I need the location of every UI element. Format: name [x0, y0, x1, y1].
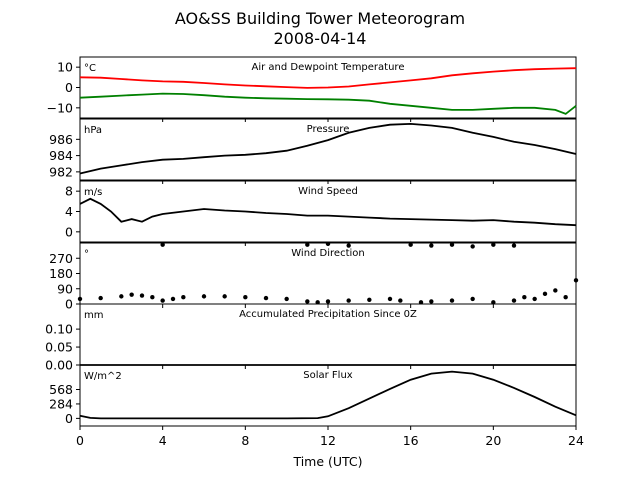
data-point [553, 288, 558, 293]
data-point [77, 296, 83, 302]
x-tick-label: 8 [241, 433, 249, 448]
x-tick-label: 4 [159, 433, 167, 448]
data-point [491, 242, 496, 247]
y-tick-label: 4 [65, 204, 73, 219]
data-point [150, 295, 155, 300]
data-point [263, 295, 269, 301]
panel-title: Pressure [307, 124, 350, 135]
panel-0: 10 0 −10 °C Air and Dewpoint Temperature [47, 56, 577, 122]
y-tick-label: 10 [57, 60, 73, 75]
y-tick-label: 0 [65, 80, 73, 95]
panel-title: Wind Speed [298, 186, 358, 197]
x-tick-label: 12 [320, 433, 336, 448]
series-line-0 [79, 197, 577, 227]
data-point [511, 243, 517, 248]
panel-unit: hPa [84, 125, 102, 136]
data-point [160, 242, 165, 247]
data-point [408, 242, 413, 247]
series-line-0 [79, 370, 577, 420]
data-point [429, 299, 434, 304]
panel-2: 8 4 0 m/s Wind Speed [65, 180, 577, 246]
data-point [98, 295, 103, 301]
y-tick-label: 0.00 [45, 358, 73, 373]
data-point [315, 300, 320, 305]
panel-unit: ° [84, 249, 89, 260]
panel-title: Accumulated Precipitation Since 0Z [239, 309, 417, 320]
y-tick-label: 982 [49, 164, 73, 179]
y-tick-label: 0 [65, 411, 73, 426]
data-point [346, 298, 351, 303]
data-point [201, 294, 207, 299]
y-tick-label: 986 [49, 132, 73, 147]
data-point [511, 298, 517, 303]
data-point [367, 297, 372, 302]
data-point [139, 293, 145, 298]
data-point [243, 295, 248, 300]
data-point [470, 296, 475, 302]
x-axis-label: Time (UTC) [292, 454, 362, 469]
series-line-1 [79, 92, 577, 115]
y-tick-label: 90 [57, 281, 73, 296]
y-tick-label: 0.05 [45, 340, 73, 355]
data-point [449, 298, 455, 303]
y-tick-label: −10 [47, 100, 73, 115]
data-point [346, 243, 351, 248]
panel-title: Solar Flux [303, 370, 353, 381]
panel-4: 0.10 0.05 0.00 mm Accumulated Precipitation … [45, 303, 577, 373]
y-tick-label: 568 [49, 382, 73, 397]
data-point [160, 298, 165, 303]
y-tick-label: 270 [49, 251, 73, 266]
data-point [305, 242, 310, 247]
x-tick-label: 24 [568, 433, 584, 448]
data-point [305, 299, 310, 304]
panel-title: Air and Dewpoint Temperature [252, 62, 405, 73]
panel-title: Wind Direction [291, 248, 365, 259]
data-point [470, 244, 475, 249]
y-tick-label: 984 [49, 148, 73, 163]
data-point [532, 296, 537, 302]
data-point [119, 294, 124, 299]
y-tick-label: 284 [49, 396, 73, 411]
data-point [573, 278, 579, 283]
x-axis: 0 4 8 12 16 20 24 [76, 433, 584, 448]
data-point [522, 295, 527, 300]
y-tick-label: 0 [65, 224, 73, 239]
chart-title-line2: 2008-04-14 [274, 29, 367, 48]
x-tick-label: 16 [403, 433, 419, 448]
data-point [222, 294, 227, 299]
panels: 100−10°C Air and Dewpoint Temperature9869… [45, 56, 579, 430]
data-point [181, 295, 186, 300]
chart-title-line1: AO&SS Building Tower Meteorogram [175, 9, 465, 28]
data-point [284, 296, 289, 302]
data-point [491, 300, 496, 305]
panel-unit: mm [84, 310, 103, 321]
series-line-0 [79, 67, 577, 89]
y-tick-label: 0 [65, 297, 73, 312]
x-tick-label: 20 [485, 433, 501, 448]
data-point [398, 298, 403, 303]
data-point [325, 299, 331, 304]
data-point [429, 243, 434, 248]
series-line-0 [79, 122, 577, 175]
y-tick-label: 180 [49, 266, 73, 281]
data-point [325, 241, 331, 247]
y-tick-label: 8 [65, 184, 73, 199]
data-point [418, 300, 424, 305]
data-point [449, 242, 455, 247]
panel-unit: W/m^2 [84, 371, 122, 382]
data-point [129, 292, 134, 297]
x-tick-label: 0 [76, 433, 84, 448]
data-point [170, 296, 176, 302]
panel-unit: m/s [84, 187, 102, 198]
y-tick-label: 0.10 [45, 322, 73, 337]
data-point [542, 291, 548, 297]
data-point [563, 295, 568, 300]
data-point [387, 296, 393, 302]
panel-unit: °C [84, 63, 96, 74]
